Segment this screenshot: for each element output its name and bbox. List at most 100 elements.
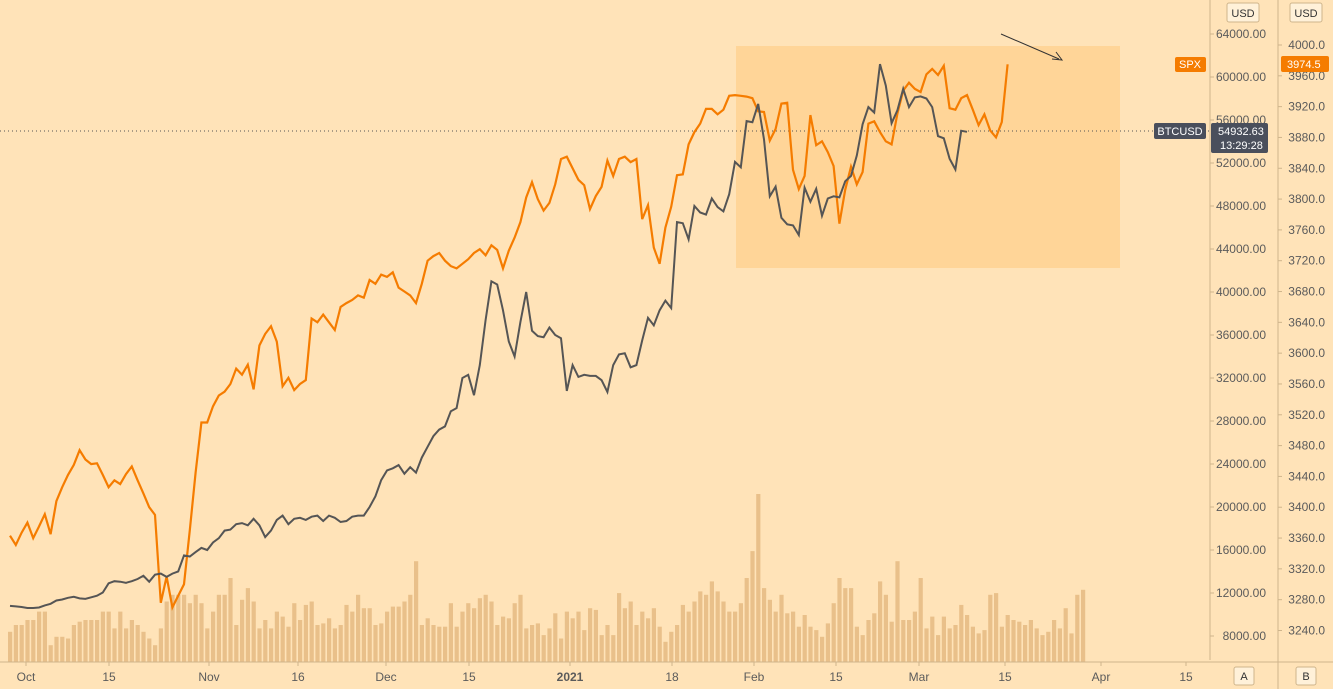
time-tick-label: Nov xyxy=(198,670,219,684)
volume-bar xyxy=(512,603,517,662)
volume-bar xyxy=(332,628,337,662)
volume-bar xyxy=(535,623,540,662)
volume-bar xyxy=(466,603,471,662)
btc-tick-label: 8000.00 xyxy=(1223,629,1267,643)
volume-bar xyxy=(176,594,181,662)
volume-bar xyxy=(489,601,494,662)
volume-bar xyxy=(970,626,975,662)
volume-bar xyxy=(738,603,743,662)
volume-bar xyxy=(193,594,198,662)
volume-bar xyxy=(622,608,627,662)
spx-tick-label: 3840.0 xyxy=(1288,161,1325,175)
volume-bar xyxy=(240,599,245,662)
volume-bar xyxy=(953,625,958,662)
time-tick-label: 15 xyxy=(998,670,1012,684)
volume-bar xyxy=(251,601,256,662)
volume-bar xyxy=(1040,635,1045,662)
volume-bar xyxy=(95,620,100,662)
volume-bar xyxy=(71,625,76,662)
time-tick-label: 15 xyxy=(1179,670,1193,684)
volume-bar xyxy=(715,591,720,662)
volume-bar xyxy=(947,628,952,662)
volume-bar xyxy=(425,618,430,662)
volume-bar xyxy=(936,635,941,662)
bar-countdown: 13:29:28 xyxy=(1220,140,1263,152)
volume-bar xyxy=(42,611,47,662)
volume-bar xyxy=(593,609,598,662)
btc-axis-panel[interactable] xyxy=(1210,0,1278,689)
volume-bar xyxy=(419,625,424,662)
scale-b-letter: B xyxy=(1302,671,1309,683)
volume-bar xyxy=(1057,628,1062,662)
volume-bar xyxy=(1075,594,1080,662)
volume-bar xyxy=(245,588,250,662)
btc-currency-button[interactable]: USD xyxy=(1226,2,1260,23)
time-tick-label: Feb xyxy=(744,670,765,684)
volume-bar xyxy=(141,631,146,662)
volume-bar xyxy=(361,608,366,662)
volume-bar xyxy=(820,636,825,662)
volume-bar xyxy=(129,620,134,662)
volume-bar xyxy=(292,603,297,662)
volume-bar xyxy=(634,625,639,662)
time-tick-label: Mar xyxy=(909,670,930,684)
volume-bar xyxy=(553,613,558,662)
btc-series-line xyxy=(9,63,968,609)
volume-bar xyxy=(327,618,332,662)
volume-bar xyxy=(199,603,204,662)
volume-bar xyxy=(721,601,726,662)
spx-tick-label: 3960.0 xyxy=(1288,69,1325,83)
volume-bar xyxy=(356,594,361,662)
spx-tick-label: 3480.0 xyxy=(1288,439,1325,453)
volume-bar xyxy=(54,636,59,662)
volume-bar xyxy=(599,635,604,662)
btc-currency-label: USD xyxy=(1231,8,1254,20)
volume-bar xyxy=(106,611,111,662)
volume-bar xyxy=(257,628,262,662)
volume-bar xyxy=(808,626,813,662)
volume-bar xyxy=(135,625,140,662)
volume-bar xyxy=(837,578,842,662)
volume-bar xyxy=(1063,608,1068,662)
volume-bar xyxy=(564,611,569,662)
auto-scale-button[interactable]: A xyxy=(1233,666,1255,686)
volume-bar xyxy=(182,594,187,662)
volume-bar xyxy=(756,494,761,662)
volume-bar xyxy=(216,594,221,662)
time-axis-ticks: Oct 15 Nov 16 Dec 15 2021 18 Feb 15 Mar 15 Apr 15 xyxy=(17,662,1193,684)
volume-bar xyxy=(640,611,645,662)
scale-b-button[interactable]: B xyxy=(1295,666,1317,686)
btc-tick-label: 20000.00 xyxy=(1216,500,1266,514)
volume-bar xyxy=(321,623,326,662)
volume-bar xyxy=(379,623,384,662)
volume-bar xyxy=(48,645,53,662)
volume-bar xyxy=(263,620,268,662)
btc-tick-label: 12000.00 xyxy=(1216,586,1266,600)
volume-bar xyxy=(895,561,900,662)
spx-tick-label: 4000.0 xyxy=(1288,38,1325,52)
volume-bar xyxy=(912,611,917,662)
time-tick-label: Oct xyxy=(17,670,36,684)
time-tick-label: 2021 xyxy=(557,670,584,684)
volume-bar xyxy=(901,620,906,662)
volume-bar xyxy=(303,604,308,662)
volume-bar xyxy=(31,620,36,662)
volume-bar xyxy=(1011,620,1016,662)
volume-bar xyxy=(675,625,680,662)
spx-currency-button[interactable]: USD xyxy=(1289,2,1323,23)
volume-bar xyxy=(611,635,616,662)
volume-bar xyxy=(396,606,401,662)
volume-bar xyxy=(680,604,685,662)
btc-tick-label: 52000.00 xyxy=(1216,156,1266,170)
volume-bar xyxy=(402,601,407,662)
volume-bar xyxy=(495,625,500,662)
volume-bar xyxy=(941,616,946,662)
time-tick-label: 18 xyxy=(665,670,679,684)
volume-bar xyxy=(170,594,175,662)
volume-bar xyxy=(211,611,216,662)
btc-tick-label: 40000.00 xyxy=(1216,285,1266,299)
volume-bar xyxy=(1052,620,1057,662)
volume-bar xyxy=(1023,625,1028,662)
volume-bar xyxy=(112,628,117,662)
